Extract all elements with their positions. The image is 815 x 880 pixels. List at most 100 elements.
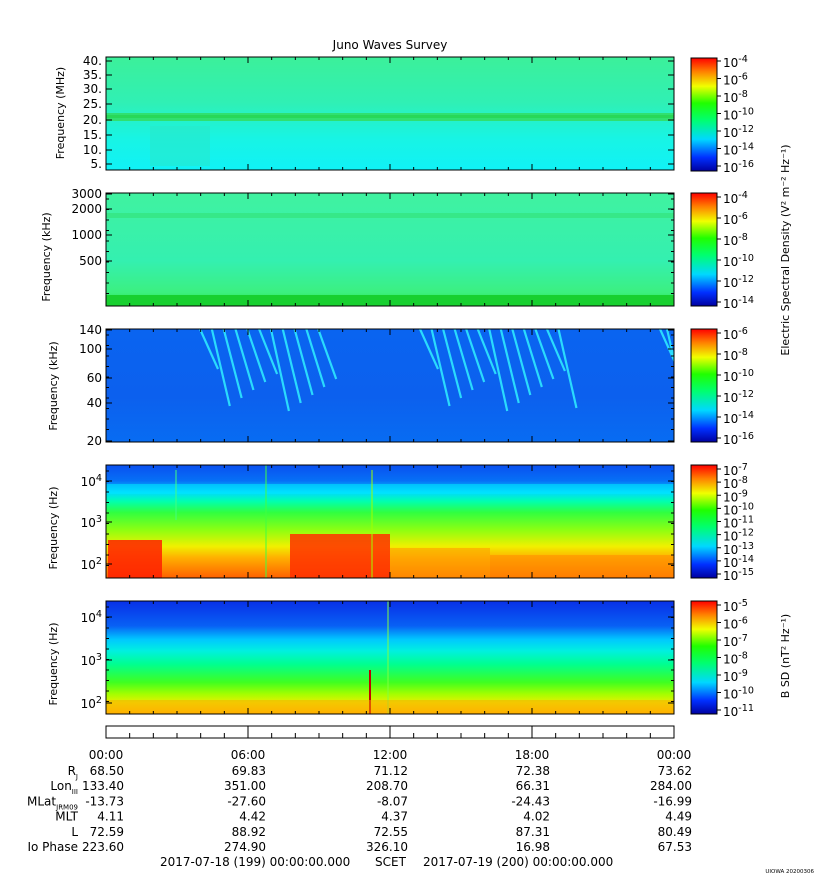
emission-streak [665,329,674,364]
x-tick-label: 12:00 [373,748,408,762]
colorbar-tick-label: 10-16 [723,431,754,447]
ephemeris-label: MLatJRM09 [27,794,78,811]
y-tick-label: 102 [81,556,102,572]
footer-scet: SCET [375,855,407,869]
ephemeris-value: -24.43 [511,794,550,808]
footer-end: 2017-07-19 (200) 00:00:00.000 [423,855,613,869]
ephemeris-value: 223.60 [82,840,124,854]
emission-streak [222,329,243,399]
emission-streak [234,329,255,391]
ephemeris-value: 72.59 [90,825,124,839]
ephemeris-value: 69.83 [232,764,266,778]
emission-streak [453,329,474,391]
ephemeris-value: 72.55 [374,825,408,839]
ephemeris-value: 4.02 [523,810,550,824]
y-tick-label: 60 [87,371,102,385]
colorbar-tick-label: 10-9 [723,668,748,684]
colorbar-tick-label: 10-14 [723,554,754,570]
y-tick-label: 104 [81,473,102,489]
y-tick-label: 140 [79,323,102,337]
colorbar-tick-label: 10-8 [723,89,748,105]
ephemeris-value: 73.62 [658,764,692,778]
emission-streak [269,329,290,412]
ephemeris-value: 16.98 [516,840,550,854]
emission-streak [488,329,509,412]
ephemeris-value: 284.00 [650,779,692,793]
spectrogram-3 [106,329,674,442]
ephemeris-value: 4.49 [665,810,692,824]
ephemeris-value: -16.99 [653,794,692,808]
colorbar-tick-label: 10-12 [723,124,754,140]
emission-patch-1 [150,126,210,166]
y-tick-label: 103 [81,514,102,530]
colorbar-tick-label: 10-6 [723,211,748,227]
hot-region-3 [390,548,490,578]
colorbar-tick-label: 10-8 [723,232,748,248]
emission-streak [545,329,566,372]
panel-bfield-hz: 104 103 102 Frequency (Hz) [47,600,718,715]
colorbar-tick-label: 10-4 [723,54,748,70]
ephemeris-value: 71.12 [374,764,408,778]
colorbar-tick-label: 10-10 [723,253,754,269]
emission-streak [557,329,578,409]
ephemeris-value: 274.90 [224,840,266,854]
colorbar-tick-label: 10-12 [723,389,754,405]
emission-streak [499,329,520,404]
hot-region-1 [108,540,162,578]
colorbar-tick-label: 10-10 [723,368,754,384]
y-tick-label: 5. [91,157,102,171]
colorbar-5 [690,600,718,715]
colorbar-tick-label: 10-4 [723,190,748,206]
emission-streak [465,329,486,383]
ephemeris-label: L [71,825,78,839]
colorbar-label-electric: Electric Spectral Density (V² m⁻² Hz⁻¹) [779,144,792,355]
ephemeris-label: RJ [68,764,78,781]
y-tick-label: 3000 [71,187,102,201]
colorbar-tick-label: 10-6 [723,326,748,342]
colorbar-tick-label: 10-10 [723,686,754,702]
panel-efield-mhz: 40.35.30.25. 20.15.10.5. Frequency (MHz) [54,54,718,172]
emission-streak [317,329,338,380]
panel-efield-khz-low: 140 100 60 40 20 Frequency (kHz) [47,323,718,448]
ephemeris-value: 87.31 [516,825,550,839]
colorbar-tick-label: 10-8 [723,651,748,667]
colorbar-4 [690,464,718,579]
colorbar-tick-label: 10-12 [723,274,754,290]
chart-title: Juno Waves Survey [332,38,448,52]
colorbar-tick-label: 10-11 [723,515,754,531]
emission-streak [305,329,326,388]
ylabel-2: Frequency (kHz) [40,212,53,301]
colorbar-tick-label: 10-6 [723,616,748,632]
colorbar-tick-label: 10-16 [723,159,754,175]
ephemeris-value: 208.70 [366,779,408,793]
footer-start: 2017-07-18 (199) 00:00:00.000 [160,855,350,869]
ephemeris-label: Io Phase [27,840,78,854]
y-tick-label: 500 [79,254,102,268]
colorbar-1 [690,57,718,172]
ylabel-4: Frequency (Hz) [47,487,60,570]
y-tick-label: 2000 [71,202,102,216]
emission-band-3 [106,213,674,218]
emission-streak [476,329,497,375]
ephemeris-value: 4.42 [239,810,266,824]
colorbar-2 [690,192,718,307]
ephemeris-value: 4.11 [97,810,124,824]
ephemeris-value: 326.10 [366,840,408,854]
y-tick-label: 104 [81,609,102,625]
colorbar-tick-label: 10-8 [723,475,748,491]
ylabel-3: Frequency (kHz) [47,341,60,430]
x-tick-label: 00:00 [89,748,124,762]
y-tick-label: 102 [81,695,102,711]
hot-region-4 [490,555,674,578]
colorbar-tick-label: 10-7 [723,462,748,478]
ephemeris-value: 4.37 [381,810,408,824]
credit-text: UIOWA 20200306 [765,869,814,875]
emission-streak [522,329,543,388]
ephemeris-value: 88.92 [232,825,266,839]
colorbar-label-magnetic: B SD (nT² Hz⁻¹) [779,614,792,698]
emission-streak [258,329,279,375]
y-tick-label: 30. [83,82,102,96]
ephemeris-value: 80.49 [658,825,692,839]
